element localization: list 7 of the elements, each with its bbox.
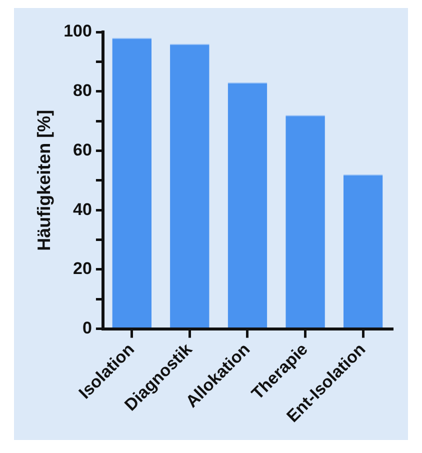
y-tick-label: 40 xyxy=(73,200,92,219)
y-axis-title: Häufigkeiten [%] xyxy=(34,110,54,251)
y-tick-label: 20 xyxy=(73,259,92,278)
y-tick-label: 0 xyxy=(82,318,92,338)
y-tick-label: 100 xyxy=(64,22,92,41)
y-tick-label: 80 xyxy=(73,81,92,100)
y-tick-label: 60 xyxy=(73,140,92,160)
